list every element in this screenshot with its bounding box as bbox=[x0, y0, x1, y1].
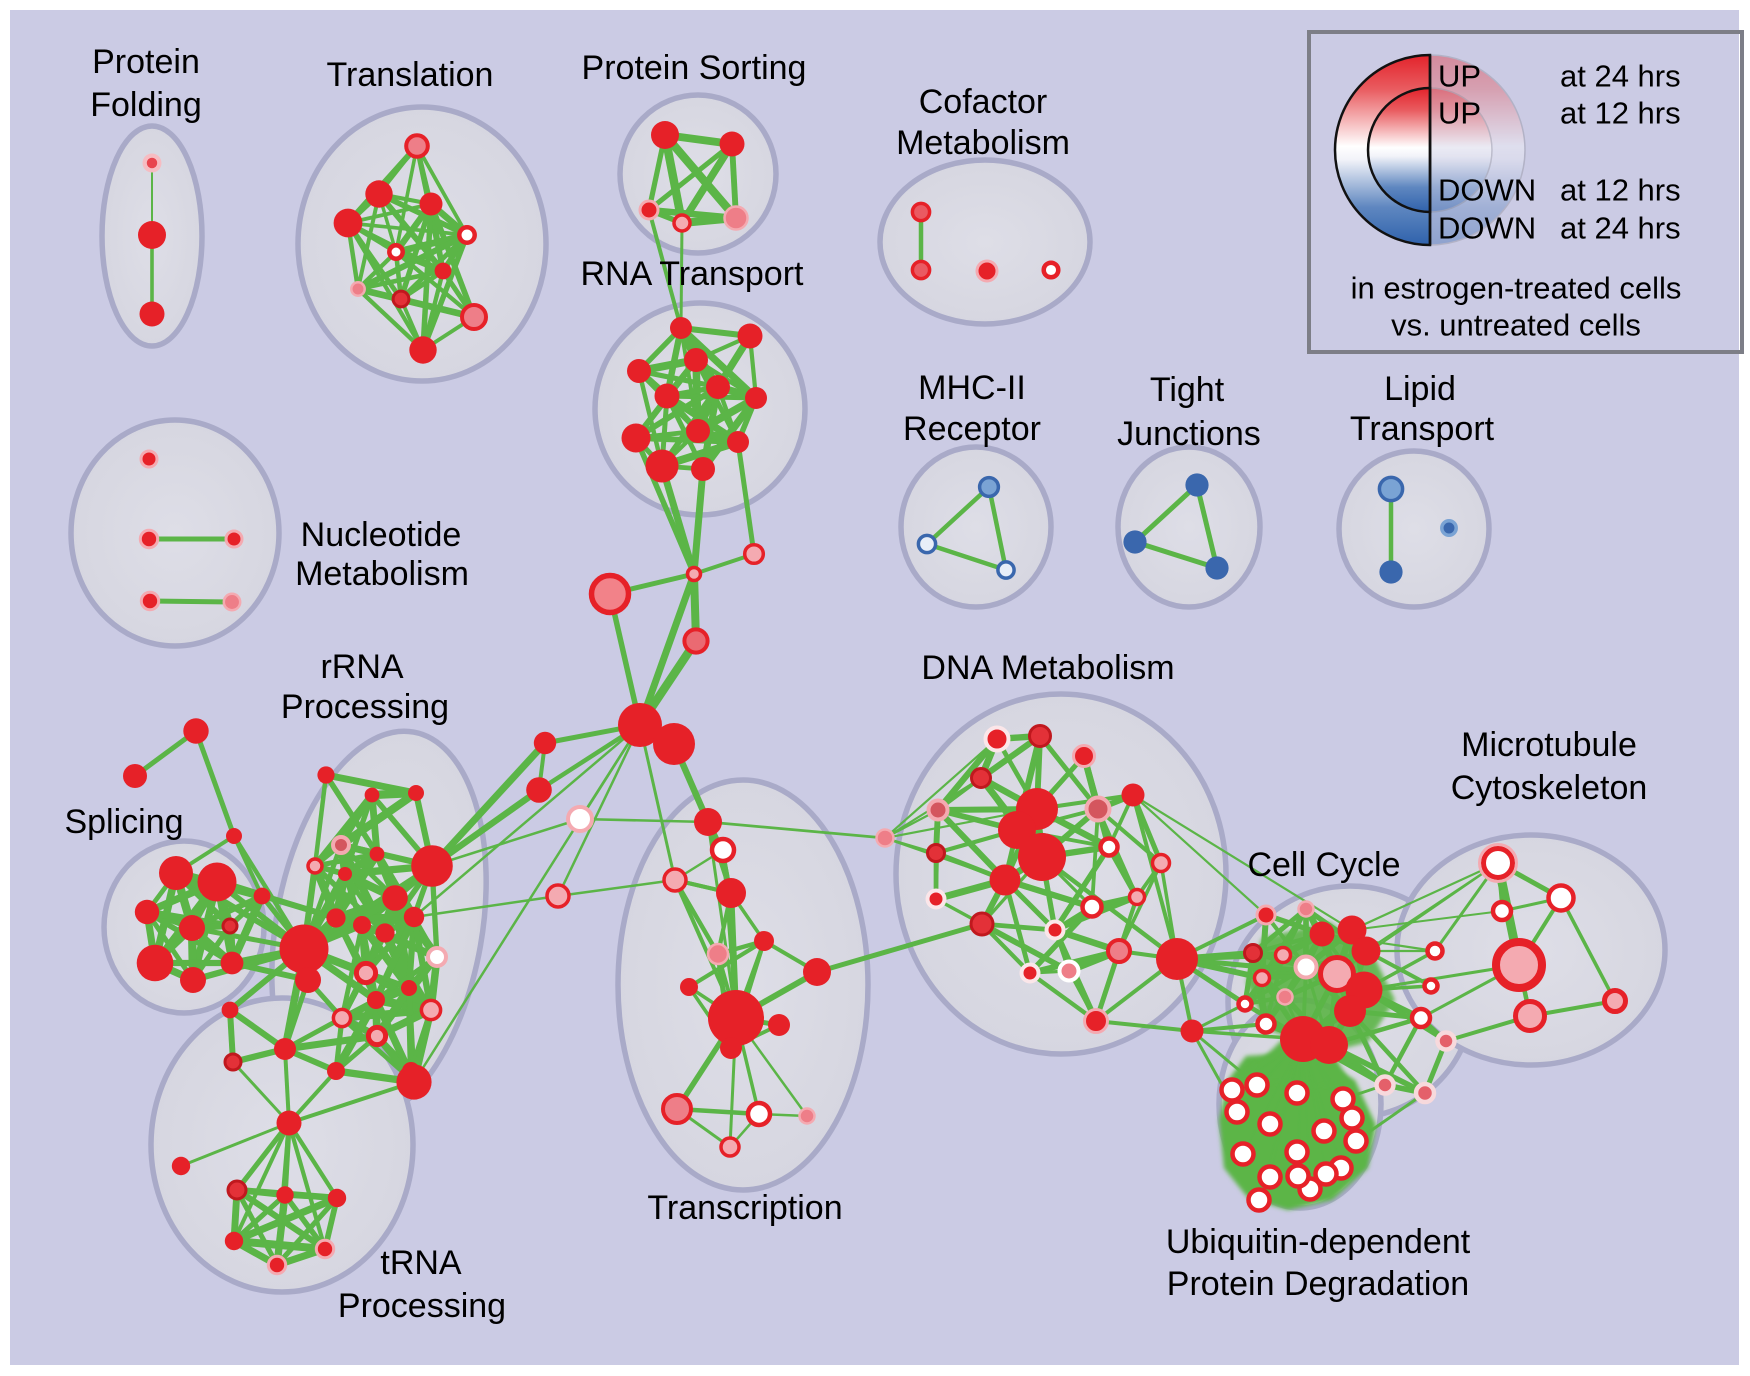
svg-text:vs. untreated cells: vs. untreated cells bbox=[1391, 308, 1641, 343]
svg-text:Protein Degradation: Protein Degradation bbox=[1167, 1265, 1469, 1303]
svg-text:MHC-II: MHC-II bbox=[918, 369, 1026, 407]
svg-text:Protein: Protein bbox=[92, 43, 200, 81]
svg-text:UP: UP bbox=[1438, 59, 1481, 94]
svg-text:Splicing: Splicing bbox=[64, 803, 183, 841]
svg-text:Transcription: Transcription bbox=[647, 1189, 842, 1227]
svg-text:Metabolism: Metabolism bbox=[295, 555, 469, 593]
svg-text:Cytoskeleton: Cytoskeleton bbox=[1451, 769, 1648, 807]
svg-text:UP: UP bbox=[1438, 96, 1481, 131]
svg-text:Cell Cycle: Cell Cycle bbox=[1247, 846, 1400, 884]
svg-text:Transport: Transport bbox=[1350, 410, 1495, 448]
svg-text:Processing: Processing bbox=[281, 688, 449, 726]
svg-text:Processing: Processing bbox=[338, 1287, 506, 1325]
svg-text:Microtubule: Microtubule bbox=[1461, 726, 1637, 764]
svg-text:Metabolism: Metabolism bbox=[896, 124, 1070, 162]
svg-text:DNA Metabolism: DNA Metabolism bbox=[921, 649, 1174, 687]
svg-text:Translation: Translation bbox=[327, 56, 494, 94]
svg-text:at 12 hrs: at 12 hrs bbox=[1560, 173, 1681, 208]
svg-text:Receptor: Receptor bbox=[903, 410, 1041, 448]
svg-text:Ubiquitin-dependent: Ubiquitin-dependent bbox=[1166, 1223, 1471, 1261]
svg-text:Junctions: Junctions bbox=[1117, 415, 1261, 453]
svg-text:Cofactor: Cofactor bbox=[919, 83, 1048, 121]
svg-text:at 12 hrs: at 12 hrs bbox=[1560, 96, 1681, 131]
svg-text:at 24 hrs: at 24 hrs bbox=[1560, 211, 1681, 246]
svg-text:in estrogen-treated cells: in estrogen-treated cells bbox=[1351, 271, 1682, 306]
svg-text:DOWN: DOWN bbox=[1438, 173, 1536, 208]
svg-text:tRNA: tRNA bbox=[380, 1244, 462, 1282]
svg-text:rRNA: rRNA bbox=[320, 648, 403, 686]
svg-text:Folding: Folding bbox=[90, 86, 202, 124]
svg-text:Nucleotide: Nucleotide bbox=[301, 516, 462, 554]
svg-text:Tight: Tight bbox=[1150, 371, 1225, 409]
svg-text:RNA Transport: RNA Transport bbox=[581, 255, 805, 293]
svg-text:Protein Sorting: Protein Sorting bbox=[582, 49, 807, 87]
svg-text:DOWN: DOWN bbox=[1438, 211, 1536, 246]
svg-text:Lipid: Lipid bbox=[1384, 370, 1456, 408]
svg-text:at 24 hrs: at 24 hrs bbox=[1560, 59, 1681, 94]
